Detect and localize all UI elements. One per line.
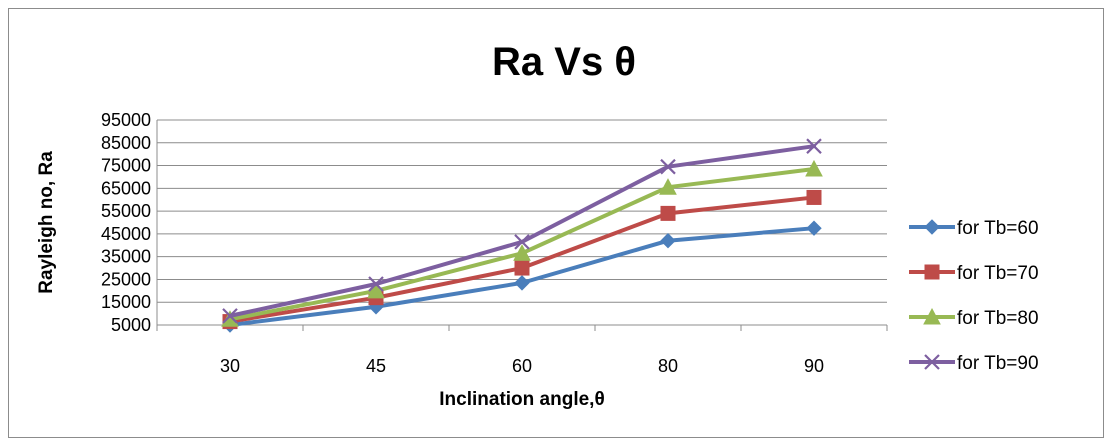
legend-item: for Tb=60 xyxy=(909,218,1039,239)
legend-label: for Tb=80 xyxy=(957,308,1039,329)
y-tick-label: 25000 xyxy=(101,269,151,289)
data-point xyxy=(367,281,385,299)
legend: for Tb=60 for Tb=70 for Tb=80 for Tb=90 xyxy=(909,218,1039,374)
data-point xyxy=(806,220,822,236)
data-point xyxy=(806,138,822,154)
y-axis-title: Rayleigh no, Ra xyxy=(36,151,57,294)
legend-item: for Tb=80 xyxy=(909,307,1039,329)
gridlines xyxy=(157,119,887,326)
legend-marker xyxy=(924,219,940,235)
data-point xyxy=(514,234,530,250)
legend-marker xyxy=(924,354,940,370)
legend-label: for Tb=60 xyxy=(957,218,1039,239)
y-tick-label: 65000 xyxy=(101,178,151,198)
legend-marker xyxy=(924,264,940,280)
y-tick-label: 55000 xyxy=(101,201,151,221)
x-tick-label: 30 xyxy=(220,356,240,376)
chart-title: Ra Vs θ xyxy=(492,40,636,84)
x-tick-label: 45 xyxy=(366,356,386,376)
y-tick-label: 75000 xyxy=(101,156,151,176)
x-tick-label: 80 xyxy=(658,356,678,376)
data-point xyxy=(805,159,823,177)
x-tick-label: 60 xyxy=(512,356,532,376)
series-3 xyxy=(221,159,823,327)
x-axis-title: Inclination angle,θ xyxy=(439,389,604,410)
legend-label: for Tb=90 xyxy=(957,353,1039,374)
data-point xyxy=(222,308,238,324)
x-axis-tick-labels: 30 45 60 80 90 xyxy=(220,356,824,376)
legend-item: for Tb=90 xyxy=(909,353,1039,374)
data-series xyxy=(221,138,823,333)
y-tick-label: 5000 xyxy=(111,315,151,335)
y-tick-label: 85000 xyxy=(101,133,151,153)
y-tick-label: 95000 xyxy=(101,110,151,130)
y-tick-label: 15000 xyxy=(101,292,151,312)
y-tick-label: 35000 xyxy=(101,247,151,267)
axes xyxy=(156,120,888,331)
data-point xyxy=(660,233,676,249)
data-point xyxy=(514,275,530,291)
legend-marker xyxy=(923,307,941,325)
data-point xyxy=(659,178,677,195)
legend-label: for Tb=70 xyxy=(957,263,1039,284)
data-point xyxy=(660,205,676,221)
data-point xyxy=(660,158,676,175)
chart-area: Ra Vs θ 5000 15000 25000 35000 45000 55000 650… xyxy=(8,8,1104,438)
data-point xyxy=(514,260,530,276)
data-point xyxy=(513,244,531,261)
series-4 xyxy=(222,138,822,324)
y-tick-label: 45000 xyxy=(101,224,151,244)
data-point xyxy=(368,276,384,292)
data-point xyxy=(806,189,822,205)
series-1 xyxy=(222,220,822,333)
legend-item: for Tb=70 xyxy=(909,263,1039,284)
x-tick-label: 90 xyxy=(804,356,824,376)
